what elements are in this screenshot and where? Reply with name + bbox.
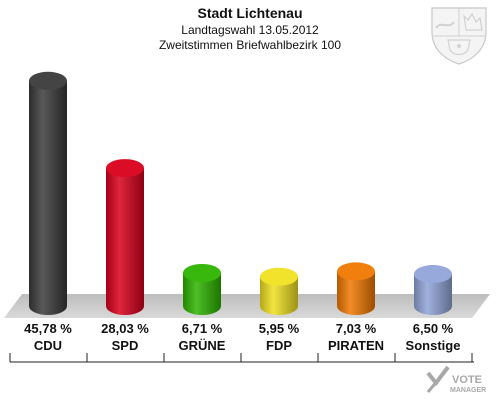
bar-sonstige (414, 265, 452, 315)
category-label: SPD (112, 338, 139, 353)
category-axis: CDU SPD GRÜNE FDP PIRATEN Sonstige (9, 338, 474, 363)
bar-body (414, 274, 452, 315)
value-label: 7,03 % (336, 321, 377, 336)
bar-body (260, 276, 298, 315)
bar-body (106, 168, 144, 315)
nrw-coat-of-arms-icon (431, 7, 487, 65)
value-labels: 45,78 % 28,03 % 6,71 % 5,95 % 7,03 % 6,50 % (24, 321, 454, 336)
bar-grüne (183, 263, 221, 315)
chart-subtitle: Landtagswahl 13.05.2012 (181, 23, 319, 37)
vote-manager-logo: VOTE MANAGER (426, 365, 486, 394)
bar-body (337, 271, 375, 315)
bar-top (260, 267, 298, 286)
bar-body (183, 272, 221, 315)
bar-top (106, 159, 144, 178)
bar-cdu (29, 71, 67, 316)
chart-title: Stadt Lichtenau (197, 5, 302, 21)
bar-series (29, 71, 452, 316)
category-label: CDU (34, 338, 62, 353)
category-label: FDP (266, 338, 292, 353)
value-label: 5,95 % (259, 321, 300, 336)
category-label: GRÜNE (179, 338, 226, 353)
value-label: 45,78 % (24, 321, 72, 336)
bar-piraten (337, 262, 375, 315)
bar-body (29, 80, 67, 316)
value-label: 6,50 % (413, 321, 454, 336)
bar-top (337, 262, 375, 281)
category-label: Sonstige (406, 338, 461, 353)
category-label: PIRATEN (328, 338, 384, 353)
bar-top (29, 71, 67, 90)
bar-spd (106, 159, 144, 315)
bar-top (414, 265, 452, 284)
watermark-text: VOTE MANAGER (450, 374, 486, 394)
value-label: 6,71 % (182, 321, 223, 336)
value-label: 28,03 % (101, 321, 149, 336)
chart-subtitle-2: Zweitstimmen Briefwahlbezirk 100 (159, 38, 341, 52)
bar-top (183, 263, 221, 282)
bar-fdp (260, 267, 298, 315)
